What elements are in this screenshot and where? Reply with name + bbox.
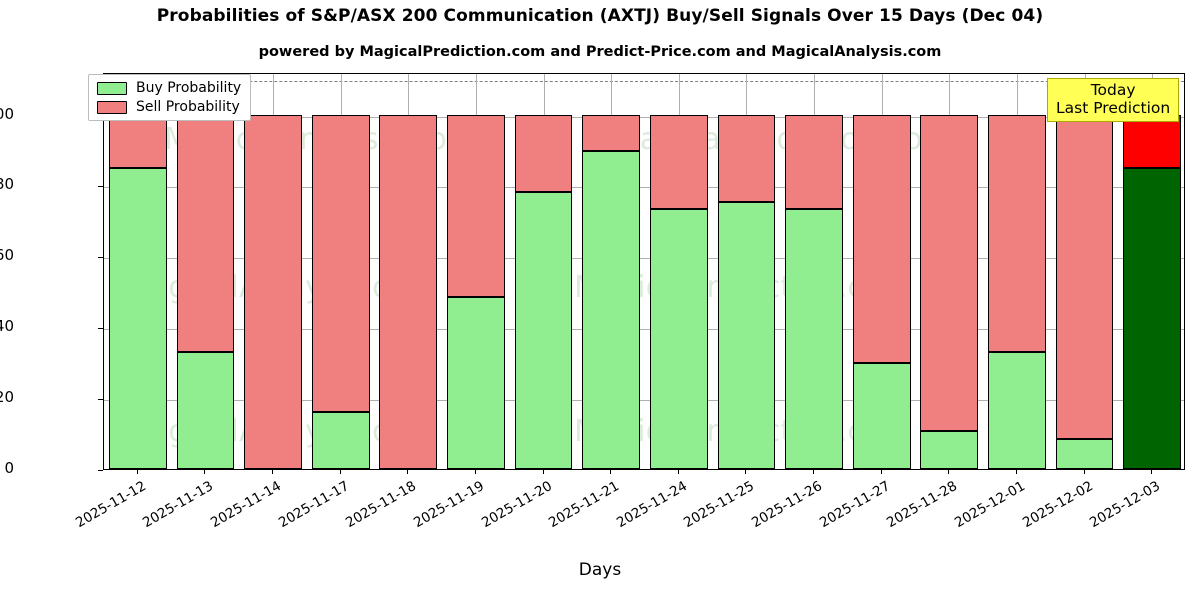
bar-2025-11-25[interactable] — [717, 72, 776, 469]
bar-segment-sell — [717, 114, 776, 202]
bar-2025-11-13[interactable] — [176, 72, 235, 469]
x-tick-mark — [272, 470, 274, 474]
today-annotation-line2: Last Prediction — [1056, 98, 1171, 117]
x-tick-mark — [474, 470, 476, 474]
bar-segment-buy — [176, 351, 235, 469]
plot-area: MagicalAnalysis.comMagicalPrediction.com… — [103, 73, 1185, 470]
y-tick-label: 0 — [4, 459, 14, 477]
bar-segment-buy — [108, 167, 167, 469]
gridline-horizontal — [104, 329, 1184, 331]
x-tick-mark — [948, 470, 950, 474]
x-tick-mark — [136, 470, 138, 474]
legend-item-sell: Sell Probability — [97, 100, 241, 114]
x-tick-mark — [542, 470, 544, 474]
y-tick-mark — [98, 257, 103, 259]
x-tick-mark — [339, 470, 341, 474]
bar-segment-sell — [176, 114, 235, 352]
bar-2025-12-01[interactable] — [988, 72, 1046, 469]
bar-segment-buy — [852, 363, 911, 469]
gridline-horizontal — [104, 187, 1184, 189]
bar-2025-11-24[interactable] — [649, 72, 708, 469]
bar-segment-sell — [108, 114, 167, 168]
reference-line — [104, 81, 1184, 83]
today-annotation-line1: Today — [1090, 81, 1136, 99]
x-tick-mark — [880, 470, 882, 474]
bar-2025-11-14[interactable] — [244, 72, 302, 469]
bar-segment-sell — [447, 114, 505, 297]
bar-segment-sell — [852, 114, 911, 364]
x-tick-mark — [677, 470, 679, 474]
bar-segment-sell — [649, 114, 708, 210]
y-tick-mark — [98, 328, 103, 330]
y-tick-label: 20 — [0, 388, 14, 407]
bar-2025-11-20[interactable] — [514, 72, 573, 469]
gridline-horizontal — [104, 258, 1184, 260]
bar-segment-sell — [582, 114, 641, 152]
bar-2025-11-21[interactable] — [582, 72, 641, 469]
bar-2025-11-17[interactable] — [311, 72, 370, 469]
x-tick-mark — [1083, 470, 1085, 474]
bar-segment-buy — [920, 431, 979, 469]
x-tick-mark — [407, 470, 409, 474]
x-axis-title: Days — [578, 560, 622, 580]
y-tick-label: 100 — [0, 104, 14, 123]
bar-segment-buy — [1055, 438, 1114, 469]
gridline-horizontal — [104, 400, 1184, 402]
bar-2025-12-03[interactable] — [1123, 72, 1182, 469]
chart-subtitle: powered by MagicalPrediction.com and Pre… — [258, 44, 942, 60]
bar-segment-sell — [1055, 114, 1114, 439]
bar-segment-buy — [1123, 167, 1182, 469]
bar-segment-buy — [582, 151, 641, 469]
bar-segment-sell — [785, 114, 843, 210]
bar-segment-buy — [514, 192, 573, 469]
bar-segment-sell — [920, 114, 979, 432]
y-tick-mark — [98, 399, 103, 401]
x-tick-mark — [1015, 470, 1017, 474]
legend-swatch-buy — [97, 81, 127, 95]
legend-label-buy: Buy Probability — [136, 80, 242, 96]
gridline-horizontal — [104, 116, 1184, 118]
legend-label-sell: Sell Probability — [136, 99, 240, 115]
bar-2025-11-19[interactable] — [447, 72, 505, 469]
bar-segment-buy — [311, 412, 370, 469]
x-tick-mark — [1151, 470, 1153, 474]
bar-segment-buy — [785, 209, 843, 469]
today-annotation: Today Last Prediction — [1047, 78, 1180, 123]
bar-segment-sell — [1123, 114, 1182, 168]
bar-2025-11-28[interactable] — [920, 72, 979, 469]
bar-2025-11-26[interactable] — [785, 72, 843, 469]
y-tick-mark — [98, 470, 103, 471]
legend-item-buy: Buy Probability — [97, 81, 241, 95]
y-tick-label: 60 — [0, 246, 14, 265]
bar-segment-buy — [649, 209, 708, 469]
bar-2025-11-12[interactable] — [108, 72, 167, 469]
bar-segment-sell — [514, 114, 573, 193]
y-tick-mark — [98, 186, 103, 188]
bar-segment-buy — [988, 351, 1046, 469]
bar-segment-sell — [988, 114, 1046, 352]
x-tick-mark — [745, 470, 747, 474]
bar-segment-buy — [447, 296, 505, 469]
bar-2025-11-18[interactable] — [379, 72, 438, 469]
y-tick-label: 80 — [0, 175, 14, 194]
bar-segment-sell — [379, 114, 438, 469]
chart-title: Probabilities of S&P/ASX 200 Communicati… — [156, 6, 1044, 26]
bar-segment-sell — [311, 114, 370, 413]
bar-segment-buy — [717, 201, 776, 469]
x-tick-mark — [204, 470, 206, 474]
bar-segment-sell — [244, 114, 302, 469]
x-tick-mark — [610, 470, 612, 474]
chart-legend: Buy Probability Sell Probability — [88, 74, 252, 121]
bar-2025-11-27[interactable] — [852, 72, 911, 469]
y-tick-label: 40 — [0, 317, 14, 336]
bar-2025-12-02[interactable] — [1055, 72, 1114, 469]
legend-swatch-sell — [97, 100, 127, 114]
x-tick-mark — [813, 470, 815, 474]
